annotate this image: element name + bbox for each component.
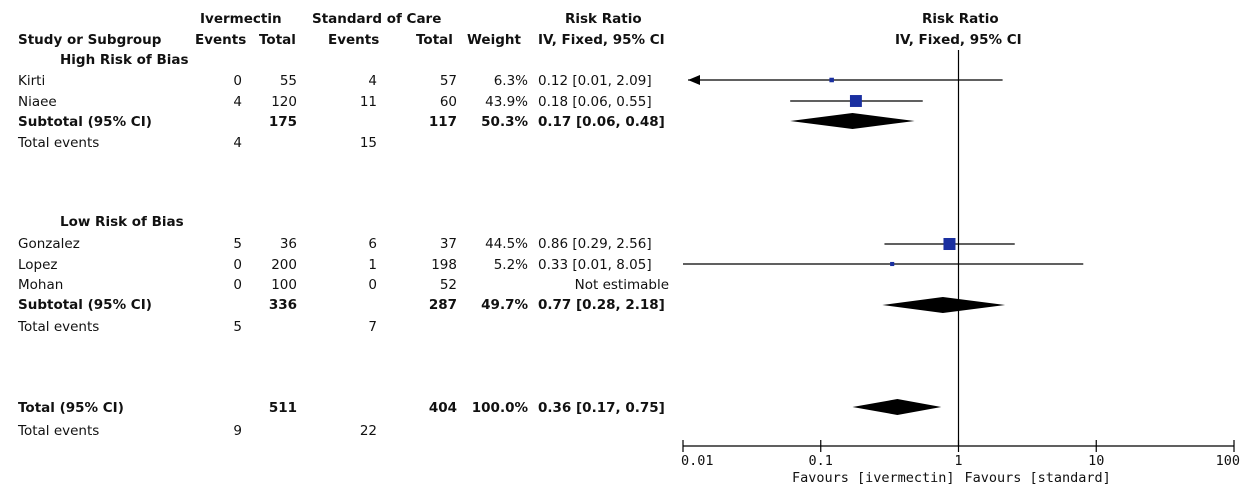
- study-name: Niaee: [18, 94, 57, 110]
- weight: 50.3%: [481, 114, 528, 130]
- group1-header: Ivermectin: [200, 11, 282, 27]
- total1: 100: [271, 277, 297, 293]
- x-tick-label: 10: [1088, 453, 1104, 469]
- study-marker: [890, 261, 895, 267]
- col-study: Study or Subgroup: [18, 32, 162, 48]
- risk-ratio-ci: 0.36 [0.17, 0.75]: [538, 400, 665, 416]
- study-name: Mohan: [18, 277, 64, 293]
- events2: 7: [368, 319, 377, 335]
- study-marker: [849, 95, 862, 107]
- events-label: Total events: [18, 319, 100, 335]
- weight: 100.0%: [471, 400, 528, 416]
- total2: 60: [439, 94, 457, 110]
- x-tick-label: 0.01: [681, 453, 714, 469]
- pooled-diamond: [882, 297, 1006, 313]
- events2: 6: [368, 236, 377, 252]
- total1: 336: [268, 297, 297, 313]
- total2: 404: [428, 400, 457, 416]
- favours-left-label: Favours [ivermectin]: [792, 470, 955, 486]
- total2: 52: [439, 277, 457, 293]
- events1: 0: [233, 257, 242, 273]
- risk-ratio-ci: 0.18 [0.06, 0.55]: [538, 94, 652, 110]
- events2: 11: [359, 94, 377, 110]
- x-tick-label: 0.1: [809, 453, 833, 469]
- group2-header: Standard of Care: [312, 11, 442, 27]
- total1: 55: [279, 73, 297, 89]
- events2: 4: [368, 73, 377, 89]
- risk-ratio-ci: 0.86 [0.29, 2.56]: [538, 236, 652, 252]
- total2: 57: [439, 73, 457, 89]
- pooled-diamond: [790, 113, 915, 129]
- favours-right-label: Favours [standard]: [965, 470, 1111, 486]
- ci-arrow: [688, 75, 700, 85]
- total2: 37: [439, 236, 457, 252]
- study-marker: [943, 237, 956, 251]
- events1: 4: [233, 94, 242, 110]
- events-label: Total events: [18, 423, 100, 439]
- events1: 9: [233, 423, 242, 439]
- x-tick-label: 100: [1216, 453, 1240, 469]
- total1: 120: [271, 94, 297, 110]
- plot-title: Risk Ratio: [922, 11, 999, 27]
- risk-ratio-ci: 0.33 [0.01, 8.05]: [538, 257, 652, 273]
- total1: 36: [279, 236, 297, 252]
- risk-ratio-ci: Not estimable: [574, 277, 669, 293]
- total2: 198: [431, 257, 457, 273]
- events1: 4: [233, 135, 242, 151]
- risk-ratio-ci: 0.77 [0.28, 2.18]: [538, 297, 665, 313]
- weight: 5.2%: [493, 257, 528, 273]
- events-label: Total events: [18, 135, 100, 151]
- weight: 43.9%: [485, 94, 528, 110]
- events1: 0: [233, 277, 242, 293]
- total1: 200: [271, 257, 297, 273]
- subgroup-title: Low Risk of Bias: [60, 214, 184, 230]
- rr-title: Risk Ratio: [565, 11, 642, 27]
- col-total2: Total: [416, 32, 453, 48]
- risk-ratio-ci: 0.17 [0.06, 0.48]: [538, 114, 665, 130]
- total-label: Total (95% CI): [18, 400, 124, 416]
- events2: 22: [359, 423, 377, 439]
- weight: 6.3%: [493, 73, 528, 89]
- col-events1: Events: [195, 32, 247, 48]
- col-events2: Events: [328, 32, 380, 48]
- study-name: Gonzalez: [18, 236, 80, 252]
- plot-method: IV, Fixed, 95% CI: [895, 32, 1022, 48]
- total1: 511: [268, 400, 297, 416]
- col-weight: Weight: [467, 32, 521, 48]
- events2: 15: [359, 135, 377, 151]
- pooled-diamond: [852, 399, 942, 415]
- col-total1: Total: [259, 32, 296, 48]
- events1: 5: [233, 236, 242, 252]
- risk-ratio-ci: 0.12 [0.01, 2.09]: [538, 73, 652, 89]
- events2: 1: [368, 257, 377, 273]
- study-name: Kirti: [18, 73, 46, 89]
- subtotal-label: Subtotal (95% CI): [18, 114, 152, 130]
- x-tick-label: 1: [954, 453, 962, 469]
- total2: 117: [428, 114, 457, 130]
- total1: 175: [268, 114, 297, 130]
- weight: 49.7%: [481, 297, 528, 313]
- study-marker: [829, 77, 834, 83]
- total2: 287: [428, 297, 457, 313]
- events1: 5: [233, 319, 242, 335]
- study-name: Lopez: [18, 257, 58, 273]
- weight: 44.5%: [485, 236, 528, 252]
- rr-method: IV, Fixed, 95% CI: [538, 32, 665, 48]
- events1: 0: [233, 73, 242, 89]
- events2: 0: [368, 277, 377, 293]
- subtotal-label: Subtotal (95% CI): [18, 297, 152, 313]
- subgroup-title: High Risk of Bias: [60, 52, 189, 68]
